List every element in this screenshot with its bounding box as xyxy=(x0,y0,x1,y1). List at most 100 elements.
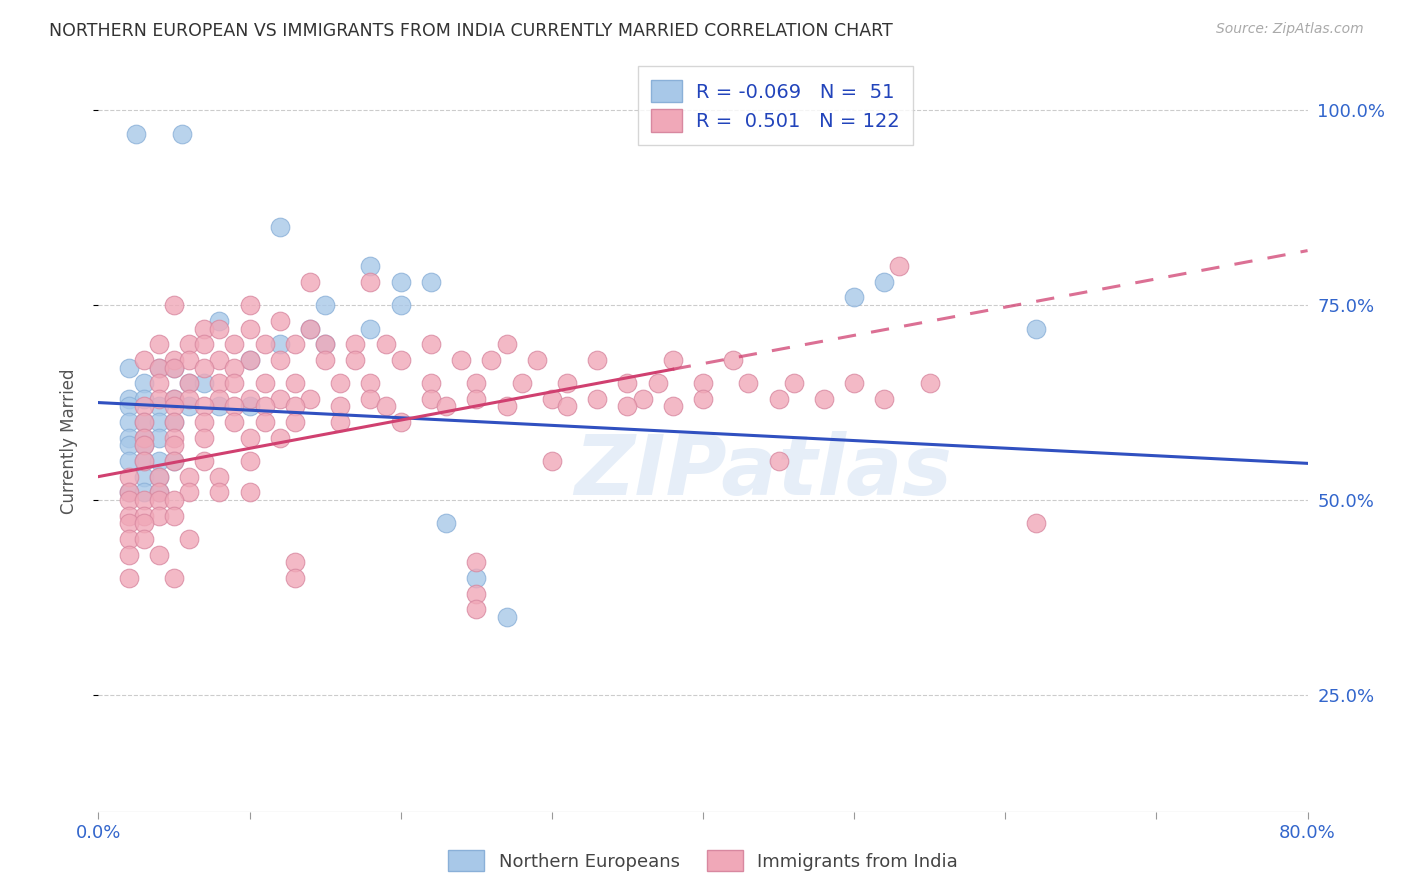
Point xyxy=(163,298,186,312)
Point xyxy=(148,360,170,375)
Point xyxy=(269,337,291,351)
Point xyxy=(269,314,291,328)
Point xyxy=(253,376,276,390)
Point xyxy=(299,392,322,406)
Point xyxy=(224,337,246,351)
Point xyxy=(208,376,231,390)
Point xyxy=(132,493,155,508)
Point xyxy=(179,337,201,351)
Point xyxy=(495,400,517,414)
Point xyxy=(179,376,201,390)
Point xyxy=(163,454,186,468)
Point xyxy=(148,376,170,390)
Point xyxy=(284,571,307,585)
Point xyxy=(132,400,155,414)
Point xyxy=(420,337,443,351)
Point xyxy=(163,392,186,406)
Point xyxy=(239,485,262,500)
Point xyxy=(344,337,367,351)
Point xyxy=(125,127,148,141)
Point xyxy=(813,392,835,406)
Point xyxy=(118,469,141,483)
Point xyxy=(783,376,806,390)
Point xyxy=(420,275,443,289)
Point xyxy=(118,485,141,500)
Point xyxy=(224,376,246,390)
Point xyxy=(163,400,186,414)
Point xyxy=(526,352,548,367)
Point xyxy=(148,469,170,483)
Point xyxy=(193,376,215,390)
Point xyxy=(132,376,155,390)
Text: ZIPatlas: ZIPatlas xyxy=(575,431,952,512)
Point xyxy=(434,400,457,414)
Point xyxy=(284,337,307,351)
Point xyxy=(873,275,896,289)
Point xyxy=(768,454,790,468)
Point xyxy=(737,376,759,390)
Point xyxy=(434,516,457,531)
Point xyxy=(360,376,382,390)
Point xyxy=(329,415,352,429)
Point xyxy=(163,415,186,429)
Point xyxy=(314,337,336,351)
Point xyxy=(118,360,141,375)
Legend: R = -0.069   N =  51, R =  0.501   N = 122: R = -0.069 N = 51, R = 0.501 N = 122 xyxy=(638,66,914,145)
Point xyxy=(118,532,141,546)
Point xyxy=(253,337,276,351)
Point xyxy=(118,571,141,585)
Point xyxy=(239,392,262,406)
Point xyxy=(374,337,396,351)
Point xyxy=(284,415,307,429)
Point xyxy=(253,400,276,414)
Point xyxy=(389,275,412,289)
Point xyxy=(193,337,215,351)
Point xyxy=(148,392,170,406)
Point xyxy=(253,415,276,429)
Point xyxy=(193,431,215,445)
Point xyxy=(208,485,231,500)
Point xyxy=(163,438,186,452)
Point xyxy=(420,392,443,406)
Point xyxy=(132,516,155,531)
Point xyxy=(163,571,186,585)
Point xyxy=(148,431,170,445)
Point xyxy=(118,493,141,508)
Point xyxy=(299,275,322,289)
Point xyxy=(360,321,382,335)
Point xyxy=(132,431,155,445)
Point xyxy=(132,438,155,452)
Point xyxy=(269,392,291,406)
Point xyxy=(118,516,141,531)
Point xyxy=(163,454,186,468)
Point xyxy=(163,508,186,523)
Point xyxy=(239,454,262,468)
Point xyxy=(616,376,638,390)
Point xyxy=(555,400,578,414)
Point xyxy=(344,352,367,367)
Point xyxy=(540,454,562,468)
Point xyxy=(179,352,201,367)
Point xyxy=(179,532,201,546)
Point xyxy=(1024,321,1046,335)
Legend: Northern Europeans, Immigrants from India: Northern Europeans, Immigrants from Indi… xyxy=(441,843,965,879)
Text: NORTHERN EUROPEAN VS IMMIGRANTS FROM INDIA CURRENTLY MARRIED CORRELATION CHART: NORTHERN EUROPEAN VS IMMIGRANTS FROM IND… xyxy=(49,22,893,40)
Point xyxy=(555,376,578,390)
Point xyxy=(193,360,215,375)
Point xyxy=(284,376,307,390)
Point xyxy=(132,485,155,500)
Point xyxy=(193,400,215,414)
Point xyxy=(269,431,291,445)
Point xyxy=(647,376,669,390)
Point xyxy=(118,485,141,500)
Point xyxy=(239,321,262,335)
Point xyxy=(148,337,170,351)
Point xyxy=(389,352,412,367)
Point xyxy=(118,400,141,414)
Point xyxy=(314,337,336,351)
Point xyxy=(179,376,201,390)
Point xyxy=(163,360,186,375)
Point xyxy=(586,352,609,367)
Point xyxy=(723,352,745,367)
Point xyxy=(224,415,246,429)
